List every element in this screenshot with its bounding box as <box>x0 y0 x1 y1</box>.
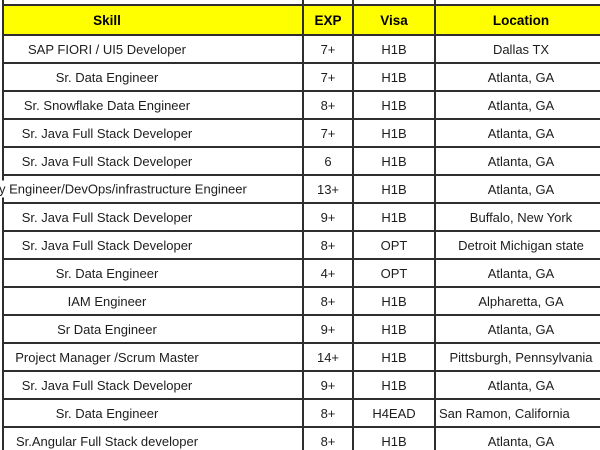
table-row: IAM Engineer 8+ H1B Alpharetta, GA <box>2 286 600 316</box>
cell-exp: 8+ <box>302 90 354 120</box>
cell-exp: 7+ <box>302 34 354 64</box>
cell-skill: Sr Data Engineer <box>2 314 304 344</box>
cell-skill: SAP FIORI / UI5 Developer <box>2 34 304 64</box>
cell-visa: OPT <box>352 230 436 260</box>
cell-location: Atlanta, GA <box>434 62 600 92</box>
table-row: Project Manager /Scrum Master 14+ H1B Pi… <box>2 342 600 372</box>
table-row: Sr. Java Full Stack Developer 8+ OPT Det… <box>2 230 600 260</box>
table-row: Sr. Java Full Stack Developer 6 H1B Atla… <box>2 146 600 176</box>
overflowing-skill-text: y Engineer/DevOps/infrastructure Enginee… <box>0 180 249 198</box>
cell-exp: 9+ <box>302 314 354 344</box>
cell-exp: 7+ <box>302 118 354 148</box>
table-row: Sr Data Engineer 9+ H1B Atlanta, GA <box>2 314 600 344</box>
clipped-cell <box>434 0 600 5</box>
cell-exp: 13+ <box>302 174 354 204</box>
clipped-cell <box>352 0 436 5</box>
cell-skill: Sr. Java Full Stack Developer <box>2 146 304 176</box>
table-row: Sr. Java Full Stack Developer 7+ H1B Atl… <box>2 118 600 148</box>
cell-visa: H4EAD <box>352 398 436 428</box>
cell-skill: Sr. Java Full Stack Developer <box>2 230 304 260</box>
cell-exp: 9+ <box>302 370 354 400</box>
cell-location: Atlanta, GA <box>434 118 600 148</box>
cell-skill: IAM Engineer <box>2 286 304 316</box>
cell-location: Dallas TX <box>434 34 600 64</box>
cell-location: Atlanta, GA <box>434 146 600 176</box>
cell-location: Buffalo, New York <box>434 202 600 232</box>
cell-skill: Sr. Data Engineer <box>2 398 304 428</box>
column-header-exp: EXP <box>302 4 354 36</box>
column-header-visa: Visa <box>352 4 436 36</box>
cell-exp: 8+ <box>302 426 354 450</box>
cell-location: Atlanta, GA <box>434 258 600 288</box>
cell-visa: H1B <box>352 62 436 92</box>
cell-location: Atlanta, GA <box>434 370 600 400</box>
header-row: Skill EXP Visa Location <box>2 4 600 36</box>
table-row: Sr. Snowflake Data Engineer 8+ H1B Atlan… <box>2 90 600 120</box>
cell-skill: Sr. Java Full Stack Developer <box>2 118 304 148</box>
cell-skill: Sr. Java Full Stack Developer <box>2 202 304 232</box>
cell-skill: Sr. Data Engineer <box>2 258 304 288</box>
cell-visa: H1B <box>352 174 436 204</box>
column-header-skill: Skill <box>2 4 304 36</box>
cell-visa: H1B <box>352 118 436 148</box>
cell-skill: Sr. Data Engineer <box>2 62 304 92</box>
cell-location: Atlanta, GA <box>434 314 600 344</box>
cell-exp: 8+ <box>302 230 354 260</box>
cell-skill: Sr. Snowflake Data Engineer <box>2 90 304 120</box>
table-row: SAP FIORI / UI5 Developer 7+ H1B Dallas … <box>2 34 600 64</box>
cell-exp: 8+ <box>302 286 354 316</box>
cell-skill: y Engineer/DevOps/infrastructure Enginee… <box>0 174 304 204</box>
cell-location: Detroit Michigan state <box>434 230 600 260</box>
table-row: y Engineer/DevOps/infrastructure Enginee… <box>0 174 600 204</box>
cell-exp: 6 <box>302 146 354 176</box>
cell-visa: H1B <box>352 34 436 64</box>
table-row: Sr. Java Full Stack Developer 9+ H1B Buf… <box>2 202 600 232</box>
table-body: SAP FIORI / UI5 Developer 7+ H1B Dallas … <box>0 34 600 450</box>
cell-location: San Ramon, California <box>434 398 600 428</box>
cell-visa: H1B <box>352 314 436 344</box>
cell-visa: H1B <box>352 90 436 120</box>
table-row: Sr. Java Full Stack Developer 9+ H1B Atl… <box>2 370 600 400</box>
cell-visa: H1B <box>352 286 436 316</box>
cell-visa: H1B <box>352 370 436 400</box>
cell-visa: H1B <box>352 146 436 176</box>
table-row: Sr. Data Engineer 8+ H4EAD San Ramon, Ca… <box>2 398 600 428</box>
cell-visa: H1B <box>352 342 436 372</box>
clipped-cell <box>2 0 304 5</box>
cell-skill: Sr.Angular Full Stack developer <box>2 426 304 450</box>
table-row: Sr. Data Engineer 7+ H1B Atlanta, GA <box>2 62 600 92</box>
table-row: Sr. Data Engineer 4+ OPT Atlanta, GA <box>2 258 600 288</box>
cell-exp: 7+ <box>302 62 354 92</box>
table-row: Sr.Angular Full Stack developer 8+ H1B A… <box>2 426 600 450</box>
cell-skill: Project Manager /Scrum Master <box>2 342 304 372</box>
clipped-cell <box>302 0 354 5</box>
cell-visa: H1B <box>352 426 436 450</box>
table-header: Skill EXP Visa Location <box>2 0 600 36</box>
cell-exp: 8+ <box>302 398 354 428</box>
cell-skill: Sr. Java Full Stack Developer <box>2 370 304 400</box>
column-header-location: Location <box>434 4 600 36</box>
cell-location: Alpharetta, GA <box>434 286 600 316</box>
cell-visa: OPT <box>352 258 436 288</box>
cell-location: Pittsburgh, Pennsylvania <box>434 342 600 372</box>
cell-visa: H1B <box>352 202 436 232</box>
clipped-row-top <box>2 0 600 5</box>
cell-location: Atlanta, GA <box>434 90 600 120</box>
cell-exp: 9+ <box>302 202 354 232</box>
cell-exp: 14+ <box>302 342 354 372</box>
cell-location: Atlanta, GA <box>434 174 600 204</box>
cell-location: Atlanta, GA <box>434 426 600 450</box>
cell-exp: 4+ <box>302 258 354 288</box>
